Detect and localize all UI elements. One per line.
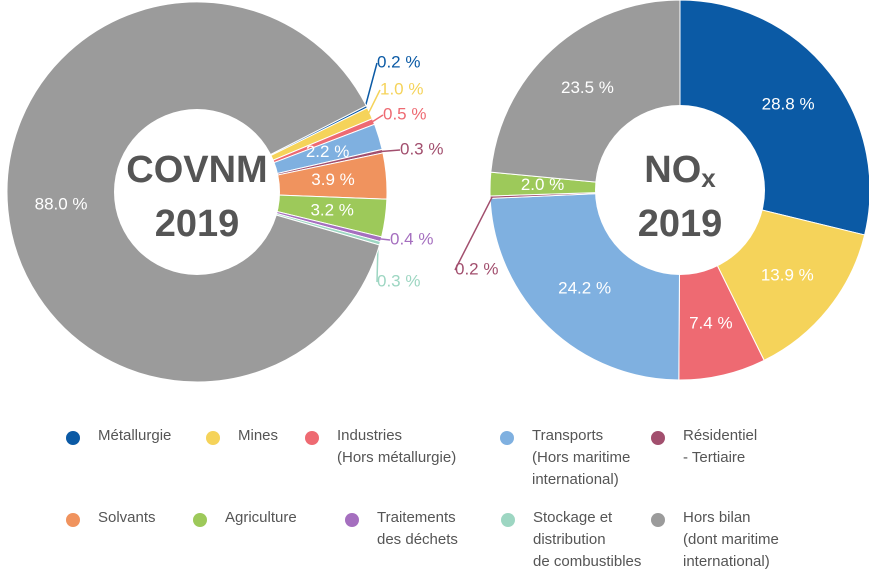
leader-line — [380, 149, 401, 153]
legend-label: (Hors maritime — [532, 449, 630, 466]
legend-swatch — [500, 431, 514, 445]
legend-label: des déchets — [377, 531, 458, 548]
legend-label: (dont maritime — [683, 531, 779, 548]
legend-swatch — [345, 513, 359, 527]
chart-title-text: NO — [644, 149, 701, 191]
value-label: 3.2 % — [310, 200, 353, 219]
legend-swatch — [305, 431, 319, 445]
donut-hole — [595, 105, 765, 275]
legend-swatch — [651, 431, 665, 445]
value-label: 1.0 % — [380, 79, 423, 98]
legend-label: Mines — [238, 427, 278, 444]
legend-label: Stockage et — [533, 509, 613, 526]
legend-label: (Hors métallurgie) — [337, 449, 456, 466]
chart-title: COVNM — [126, 149, 267, 191]
legend-label: distribution — [533, 531, 606, 548]
legend-label: de combustibles — [533, 553, 641, 570]
legend-swatch — [651, 513, 665, 527]
value-label: 2.0 % — [521, 175, 564, 194]
value-label: 24.2 % — [558, 279, 611, 298]
legend-label: Solvants — [98, 509, 156, 526]
legend-swatch — [66, 513, 80, 527]
value-label: 2.2 % — [306, 142, 349, 161]
legend-swatch — [501, 513, 515, 527]
leader-line — [367, 89, 381, 115]
leader-line — [454, 196, 493, 271]
leader-line — [371, 114, 384, 123]
value-label: 7.4 % — [689, 313, 732, 332]
value-label: 0.3 % — [377, 271, 420, 290]
leader-line — [379, 238, 391, 241]
legend-label: Hors bilan — [683, 509, 751, 526]
legend-swatch — [193, 513, 207, 527]
value-label: 0.4 % — [390, 229, 433, 248]
legend-swatch — [66, 431, 80, 445]
value-label: 0.2 % — [455, 259, 498, 278]
legend-label: Métallurgie — [98, 427, 171, 444]
chart-subtitle: 2019 — [155, 203, 240, 245]
donut-hole — [114, 109, 280, 275]
value-label: 0.2 % — [377, 52, 420, 71]
legend-label: international) — [532, 471, 619, 488]
legend-label: Résidentiel — [683, 427, 757, 444]
legend-label: Agriculture — [225, 509, 297, 526]
value-label: 88.0 % — [35, 194, 88, 213]
value-label: 0.5 % — [383, 104, 426, 123]
value-label: 28.8 % — [762, 95, 815, 114]
legend-label: Traitements — [377, 509, 456, 526]
chart-subtitle: 2019 — [638, 203, 723, 245]
value-label: 3.9 % — [311, 170, 354, 189]
chart-title-sub: x — [701, 163, 716, 193]
legend-swatch — [206, 431, 220, 445]
legend-label: - Tertiaire — [683, 449, 745, 466]
legend-label: Industries — [337, 427, 402, 444]
chart-title-text: COVNM — [126, 149, 267, 191]
value-label: 23.5 % — [561, 78, 614, 97]
value-label: 13.9 % — [761, 265, 814, 284]
leader-line — [364, 62, 378, 108]
chart-title: NOx — [644, 149, 716, 193]
legend-label: international) — [683, 553, 770, 570]
value-label: 0.3 % — [400, 139, 443, 158]
legend-label: Transports — [532, 427, 603, 444]
